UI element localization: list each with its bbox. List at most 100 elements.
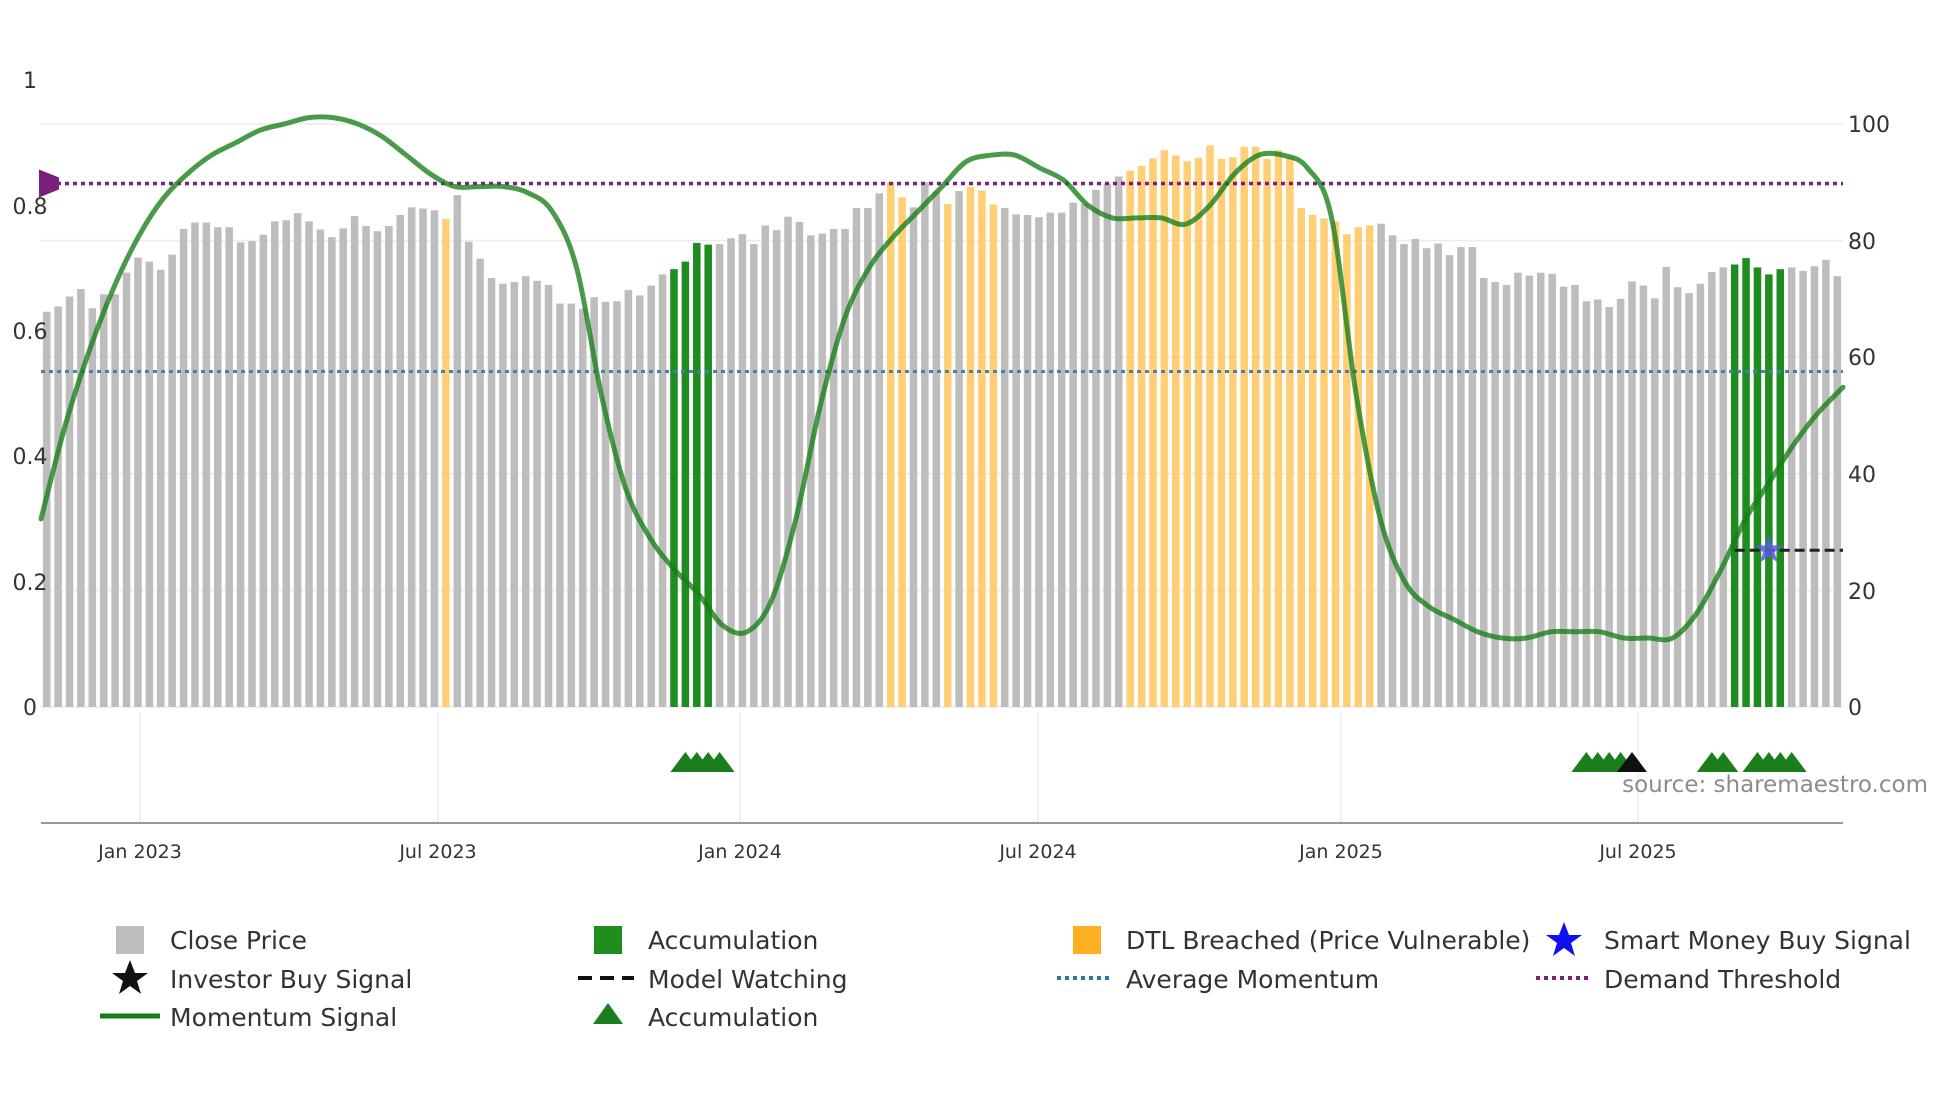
close-price-bar (271, 221, 279, 708)
close-price-bar (750, 244, 758, 707)
close-price-bar (487, 277, 496, 707)
right-tick-100: 100 (1848, 113, 1890, 138)
close-price-bar (647, 285, 655, 707)
close-price-bar (1616, 298, 1625, 707)
close-price-bar (1422, 248, 1431, 707)
legend-dtl-breached: DTL Breached (Price Vulnerable) (1126, 926, 1530, 955)
close-price-bar (1035, 217, 1043, 707)
close-price-bar (1696, 283, 1705, 707)
close-price-bar (1057, 212, 1066, 707)
x-axis: Jan 2023 Jul 2023 Jan 2024 Jul 2024 Jan … (41, 822, 1843, 863)
dtl-breached-bar (966, 186, 975, 707)
close-price-bar (134, 257, 142, 707)
x-tick-jan-2024: Jan 2024 (697, 841, 782, 863)
accumulation-bar (1742, 258, 1750, 707)
dtl-breached-bar (943, 203, 952, 707)
close-price-bar (613, 301, 621, 707)
close-price-bar (156, 269, 165, 707)
x-tick-jul-2023: Jul 2023 (398, 841, 476, 863)
legend-close-price: Close Price (170, 926, 307, 955)
dtl-breached-bar (1274, 150, 1283, 708)
close-price-bar (1069, 202, 1077, 707)
demand-threshold-marker (39, 169, 59, 198)
close-price-bar (1537, 272, 1545, 707)
dtl-breached-bar (442, 219, 450, 707)
accumulation-bar (681, 261, 690, 707)
close-price-bar (1639, 285, 1648, 707)
x-tick-jul-2025: Jul 2025 (1598, 841, 1676, 863)
dtl-breached-bar (1240, 146, 1248, 708)
close-price-bar (99, 294, 108, 707)
close-price-bar (476, 258, 484, 707)
dtl-breached-bar (1320, 218, 1328, 707)
close-price-bar (1377, 223, 1385, 707)
close-price-bar (350, 216, 359, 708)
right-tick-0: 0 (1848, 696, 1862, 721)
close-price-bar (1092, 189, 1100, 707)
close-price-bar (1468, 247, 1477, 707)
dtl-breached-bar (1149, 158, 1157, 707)
close-price-bar (419, 208, 427, 708)
close-price-bar (1673, 287, 1682, 707)
close-price-bar (179, 228, 188, 707)
close-price-bar (88, 308, 97, 707)
close-price-bar (544, 284, 553, 707)
close-price-bar (1582, 301, 1591, 707)
dtl-breached-bar (978, 190, 986, 707)
close-price-bar (328, 237, 336, 707)
left-tick-1: 1 (23, 69, 37, 94)
close-price-bar (1445, 255, 1454, 707)
legend-accumulation: Accumulation (648, 926, 818, 955)
close-price-bar (578, 308, 587, 707)
close-price-bar (841, 228, 849, 707)
left-tick-0: 0 (23, 696, 37, 721)
close-price-bar (373, 231, 382, 707)
close-price-bar (77, 288, 85, 707)
close-price-bar (807, 235, 815, 707)
close-price-bar (921, 182, 929, 708)
close-price-bar (1023, 214, 1032, 707)
close-price-bar (521, 276, 530, 707)
close-price-bar (556, 303, 564, 707)
accumulation-bar (1776, 269, 1785, 707)
close-price-bar (510, 281, 519, 707)
close-price-bar (65, 296, 74, 707)
close-price-bar (533, 280, 541, 707)
close-price-bar (464, 241, 473, 707)
legend-momentum-signal: Momentum Signal (170, 1003, 397, 1032)
dtl-breached-bar (1251, 146, 1260, 708)
close-price-bar (795, 221, 804, 707)
close-price-bar (1685, 293, 1693, 707)
close-price-bar (1548, 273, 1556, 707)
close-price-bar (590, 297, 598, 707)
close-price-bar (909, 207, 918, 707)
legend-swatch-close-price (116, 926, 144, 954)
smart-money-buy-star (1754, 535, 1784, 563)
x-tick-jan-2025: Jan 2025 (1298, 841, 1383, 863)
left-tick-0.8: 0.8 (13, 195, 48, 220)
close-price-bar (293, 213, 302, 707)
legend-smart-money-buy: Smart Money Buy Signal (1604, 926, 1911, 955)
legend-swatch-accumulation (594, 926, 622, 954)
indicator-lines (38, 114, 1846, 643)
close-price-bar (362, 226, 370, 707)
close-price-bar (1457, 247, 1465, 707)
accumulation-bar (1730, 264, 1739, 707)
close-price-bar (168, 254, 176, 707)
close-price-bar (385, 226, 393, 707)
dtl-breached-bar (1160, 150, 1169, 708)
left-tick-0.2: 0.2 (13, 571, 48, 596)
accumulation-triangle (1708, 752, 1739, 772)
close-price-bar (1628, 281, 1636, 707)
left-tick-0.4: 0.4 (13, 445, 48, 470)
close-price-bar (191, 222, 199, 707)
close-price-bar (111, 294, 119, 707)
close-price-bar (829, 228, 838, 707)
signal-markers (670, 535, 1807, 772)
close-price-bar (875, 193, 884, 707)
dtl-breached-bar (1183, 161, 1191, 707)
legend: Close Price Accumulation DTL Breached (P… (100, 922, 1911, 1032)
close-price-bar (1594, 299, 1602, 707)
dtl-breached-bar (1297, 207, 1306, 707)
